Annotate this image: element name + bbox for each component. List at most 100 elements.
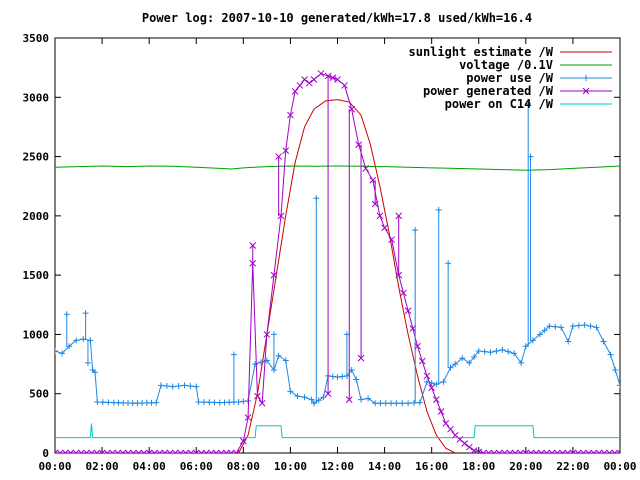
data-point xyxy=(114,449,122,453)
data-point xyxy=(606,449,613,453)
data-point xyxy=(171,449,179,453)
data-point xyxy=(548,449,556,453)
data-point xyxy=(59,350,66,357)
series-line xyxy=(55,324,620,404)
data-point xyxy=(206,399,213,406)
data-point xyxy=(558,324,565,331)
data-point xyxy=(400,289,407,297)
series-line xyxy=(238,99,456,453)
series-1 xyxy=(55,165,620,171)
axes: 0 500 1000 1500 2000 2500 3000 3500 00:00 02:00 04… xyxy=(23,32,637,473)
y-tick-label: 2500 xyxy=(23,151,50,164)
data-point xyxy=(559,449,566,453)
data-point xyxy=(140,449,148,453)
data-point xyxy=(92,369,99,376)
data-point xyxy=(527,449,535,453)
spike-point xyxy=(249,242,257,249)
data-point xyxy=(552,323,559,330)
data-point xyxy=(87,337,94,344)
data-point xyxy=(376,212,384,220)
spike-point xyxy=(357,354,365,362)
spike-point xyxy=(63,311,70,318)
data-point xyxy=(611,449,619,453)
data-point xyxy=(197,449,205,453)
series-0 xyxy=(238,99,456,453)
spike-point xyxy=(275,153,282,160)
data-point xyxy=(192,449,200,453)
data-point xyxy=(244,414,252,421)
data-point xyxy=(395,271,403,279)
data-point xyxy=(296,82,304,89)
data-point xyxy=(580,449,587,453)
data-point xyxy=(499,346,506,353)
data-point xyxy=(506,449,514,453)
data-point xyxy=(481,348,488,355)
data-point xyxy=(320,394,327,401)
y-tick-label: 1000 xyxy=(23,328,50,341)
spike-point xyxy=(84,359,91,366)
data-point xyxy=(372,400,379,407)
data-point xyxy=(310,76,318,83)
data-point xyxy=(119,449,127,453)
data-point xyxy=(254,392,261,400)
data-point xyxy=(433,381,440,388)
data-point xyxy=(581,321,588,328)
data-point xyxy=(418,357,426,365)
data-point xyxy=(77,449,85,453)
data-point xyxy=(263,331,271,338)
data-point xyxy=(334,374,341,381)
spike-point xyxy=(313,195,320,202)
data-point xyxy=(301,394,308,401)
data-point xyxy=(232,449,240,453)
x-tick-label: 00:00 xyxy=(38,460,71,473)
data-point xyxy=(98,449,106,453)
data-point xyxy=(187,383,194,390)
spike-point xyxy=(445,260,452,267)
data-point xyxy=(511,449,519,453)
legend-label: voltage /0.1V xyxy=(459,58,553,72)
data-point xyxy=(405,400,412,407)
data-point xyxy=(169,383,176,390)
data-point xyxy=(546,323,553,330)
data-point xyxy=(428,384,436,392)
data-point xyxy=(66,343,73,350)
data-point xyxy=(227,449,235,453)
data-point xyxy=(532,449,540,453)
data-point xyxy=(595,449,603,453)
data-point xyxy=(388,236,395,243)
data-point xyxy=(616,449,620,453)
series-line xyxy=(55,73,620,453)
data-point xyxy=(574,449,582,453)
data-point xyxy=(156,449,163,453)
legend-label: sunlight estimate /W xyxy=(409,45,554,59)
data-point xyxy=(518,359,525,366)
data-point xyxy=(130,449,137,453)
data-point xyxy=(329,74,337,82)
data-point xyxy=(157,382,164,389)
data-point xyxy=(73,337,80,344)
data-point xyxy=(541,327,548,334)
data-point xyxy=(329,373,336,380)
data-point xyxy=(495,449,503,453)
data-point xyxy=(487,349,494,356)
x-tick-label: 12:00 xyxy=(321,460,354,473)
y-tick-label: 0 xyxy=(42,447,49,460)
series-2 xyxy=(55,321,620,407)
data-point xyxy=(490,449,498,453)
data-point xyxy=(56,449,64,453)
y-tick-label: 3000 xyxy=(23,91,50,104)
data-point xyxy=(339,373,346,380)
data-point xyxy=(447,425,454,433)
x-tick-label: 20:00 xyxy=(509,460,542,473)
legend-label: power generated /W xyxy=(423,84,554,98)
data-point xyxy=(249,259,257,267)
data-point xyxy=(511,350,518,357)
data-point xyxy=(536,331,543,338)
data-point xyxy=(565,338,572,345)
data-point xyxy=(381,224,388,232)
data-point xyxy=(145,449,153,453)
data-point xyxy=(275,352,282,359)
data-point xyxy=(182,449,190,453)
